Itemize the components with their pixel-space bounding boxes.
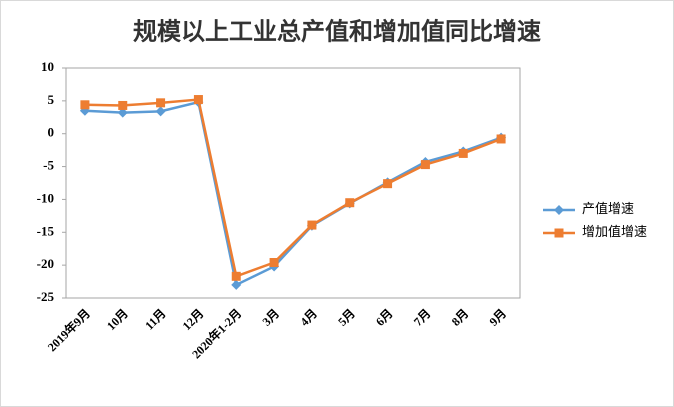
point-marker: [345, 198, 355, 208]
y-tick-label: -15: [37, 223, 55, 238]
point-marker: [193, 95, 203, 105]
point-marker: [554, 228, 564, 238]
point-marker: [231, 271, 241, 281]
point-marker: [231, 279, 242, 290]
y-tick-label: 10: [41, 59, 54, 74]
point-marker: [156, 98, 166, 108]
point-marker: [269, 258, 279, 268]
y-tick-label: -20: [37, 256, 54, 271]
series-line: [84, 100, 502, 287]
point-marker: [554, 205, 564, 215]
point-marker: [420, 160, 430, 170]
plot-area: [65, 67, 521, 299]
y-tick-label: 0: [48, 125, 55, 140]
legend-label: 产值增速: [582, 201, 634, 216]
point-marker: [383, 179, 393, 189]
y-tick-label: -10: [37, 190, 54, 205]
y-tick-label: 5: [48, 92, 55, 107]
y-tick-label: -5: [43, 158, 54, 173]
point-marker: [496, 134, 506, 144]
y-tick-label: -25: [37, 289, 55, 304]
point-marker: [117, 107, 128, 118]
chart-title: 规模以上工业总产值和增加值同比增速: [133, 18, 541, 46]
legend-label: 增加值增速: [582, 224, 647, 239]
point-marker: [80, 100, 90, 110]
point-marker: [458, 148, 468, 158]
point-marker: [307, 220, 317, 230]
point-marker: [155, 106, 166, 117]
point-marker: [118, 100, 128, 110]
series-line: [84, 98, 502, 278]
